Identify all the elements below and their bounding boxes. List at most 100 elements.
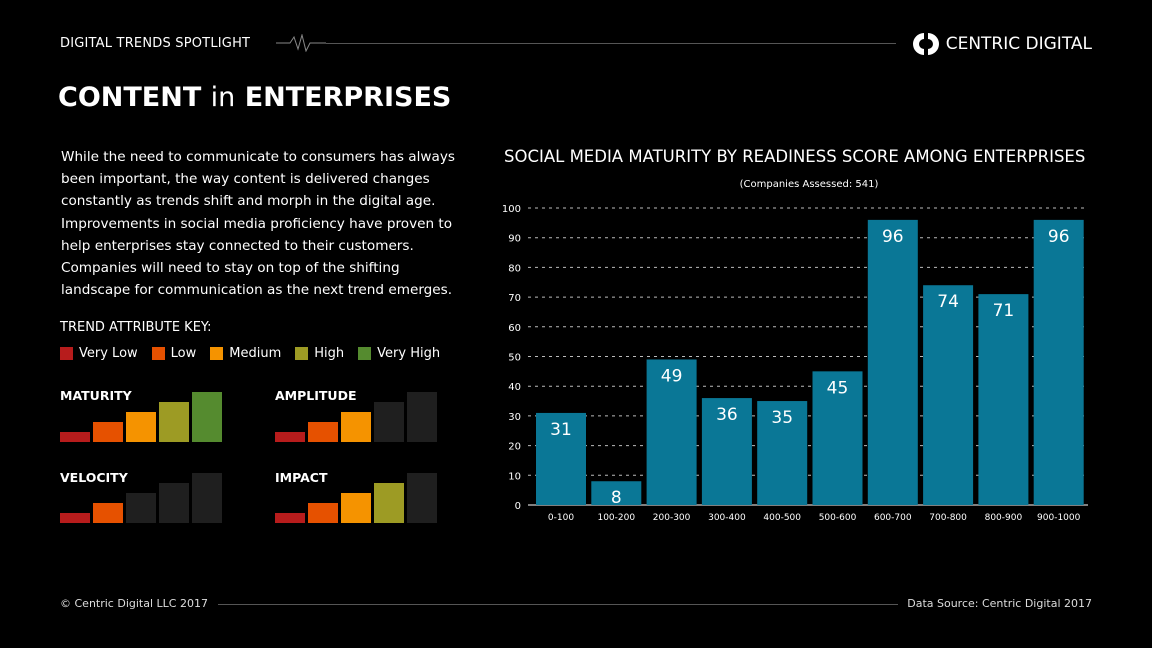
trend-key: Very Low Low Medium High Very High xyxy=(60,346,454,361)
meter-bar xyxy=(275,513,305,523)
page-title: CONTENT in ENTERPRISES xyxy=(58,82,451,113)
bar xyxy=(757,401,808,505)
bar xyxy=(646,359,697,505)
key-label: Very Low xyxy=(79,346,138,361)
key-item: Medium xyxy=(210,346,281,361)
meter-bar xyxy=(126,493,156,523)
bar xyxy=(536,412,586,505)
bar-value-label: 45 xyxy=(827,378,849,398)
bar-value-label: 96 xyxy=(882,227,904,247)
y-tick-label: 30 xyxy=(508,412,521,423)
key-swatch xyxy=(151,347,165,360)
brand-logo: CENTRIC DIGITAL xyxy=(912,30,1092,58)
meter-bar xyxy=(308,503,338,523)
bar xyxy=(867,219,918,505)
bar xyxy=(591,481,642,505)
bar xyxy=(978,294,1029,505)
attribute-label: AMPLITUDE xyxy=(275,388,357,403)
bar-value-label: 31 xyxy=(550,420,572,440)
key-item: Very Low xyxy=(60,346,138,361)
key-label: High xyxy=(314,346,345,361)
meter-bar xyxy=(407,392,437,442)
centric-logo-icon xyxy=(912,33,939,55)
copyright: © Centric Digital LLC 2017 xyxy=(60,597,208,610)
y-tick-label: 60 xyxy=(508,323,521,334)
meter-bar xyxy=(60,513,90,523)
bar-value-label: 8 xyxy=(611,488,622,508)
attribute-label: VELOCITY xyxy=(60,470,128,485)
title-part: ENTERPRISES xyxy=(244,82,452,113)
key-label: Very High xyxy=(377,346,441,361)
bar-value-label: 71 xyxy=(993,301,1015,321)
y-tick-label: 50 xyxy=(508,353,521,364)
key-label: Medium xyxy=(229,346,282,361)
meter-bar xyxy=(341,412,371,442)
intro-paragraph: While the need to communicate to consume… xyxy=(61,149,455,299)
y-tick-label: 0 xyxy=(515,501,521,512)
meter-bar xyxy=(93,503,123,523)
meter-bar xyxy=(308,422,338,442)
header-divider xyxy=(326,43,896,44)
title-part: CONTENT xyxy=(58,82,202,113)
key-swatch xyxy=(295,347,309,360)
bar-value-label: 96 xyxy=(1048,227,1070,247)
bar xyxy=(812,371,863,505)
key-item: Low xyxy=(151,346,197,361)
chart-subtitle: (Companies Assessed: 541) xyxy=(739,179,879,190)
bar-value-label: 36 xyxy=(716,405,738,425)
key-swatch xyxy=(60,347,73,360)
x-tick-label: 200-300 xyxy=(653,513,691,523)
x-tick-label: 400-500 xyxy=(763,513,801,523)
x-tick-label: 900-1000 xyxy=(1037,513,1081,523)
attribute-meter xyxy=(275,473,437,523)
spotlight-label: DIGITAL TRENDS SPOTLIGHT xyxy=(60,36,251,51)
meter-bar xyxy=(374,402,404,442)
title-part: in xyxy=(210,82,236,113)
y-tick-label: 20 xyxy=(508,442,521,453)
attribute-meter xyxy=(275,392,437,442)
attribute-label: IMPACT xyxy=(275,470,328,485)
key-swatch xyxy=(210,347,224,360)
y-tick-label: 70 xyxy=(508,293,521,304)
pulse-icon xyxy=(276,34,326,52)
footer-divider xyxy=(218,604,898,605)
bar xyxy=(701,398,752,505)
x-tick-label: 300-400 xyxy=(708,513,746,523)
bar-value-label: 35 xyxy=(771,408,793,428)
data-source: Data Source: Centric Digital 2017 xyxy=(907,597,1092,610)
y-tick-label: 90 xyxy=(508,234,521,245)
x-tick-label: 100-200 xyxy=(597,513,635,523)
y-tick-label: 80 xyxy=(508,263,521,274)
meter-bar xyxy=(60,432,90,442)
x-tick-label: 600-700 xyxy=(874,513,912,523)
y-tick-label: 40 xyxy=(508,382,521,393)
y-tick-label: 100 xyxy=(502,204,521,215)
meter-bar xyxy=(126,412,156,442)
brand-name: CENTRIC DIGITAL xyxy=(945,34,1092,54)
attribute-meter xyxy=(60,392,222,442)
bar xyxy=(1033,219,1084,505)
meter-bar xyxy=(93,422,123,442)
y-tick-label: 10 xyxy=(508,471,521,482)
meter-bar xyxy=(159,402,189,442)
key-swatch xyxy=(358,347,372,360)
key-item: High xyxy=(295,346,344,361)
key-item: Very High xyxy=(358,346,440,361)
x-tick-label: 800-900 xyxy=(985,513,1023,523)
chart-title: SOCIAL MEDIA MATURITY BY READINESS SCORE… xyxy=(504,147,1086,166)
meter-bar xyxy=(275,432,305,442)
meter-bar xyxy=(374,483,404,523)
key-label: Low xyxy=(170,346,197,361)
meter-bar xyxy=(192,392,222,442)
x-tick-label: 500-600 xyxy=(819,513,857,523)
bar xyxy=(923,285,974,505)
attribute-meter xyxy=(60,473,222,523)
meter-bar xyxy=(407,473,437,523)
meter-bar xyxy=(341,493,371,523)
bar-value-label: 74 xyxy=(937,292,959,312)
attribute-label: MATURITY xyxy=(60,388,132,403)
meter-bar xyxy=(159,483,189,523)
key-title: TREND ATTRIBUTE KEY: xyxy=(60,320,212,335)
